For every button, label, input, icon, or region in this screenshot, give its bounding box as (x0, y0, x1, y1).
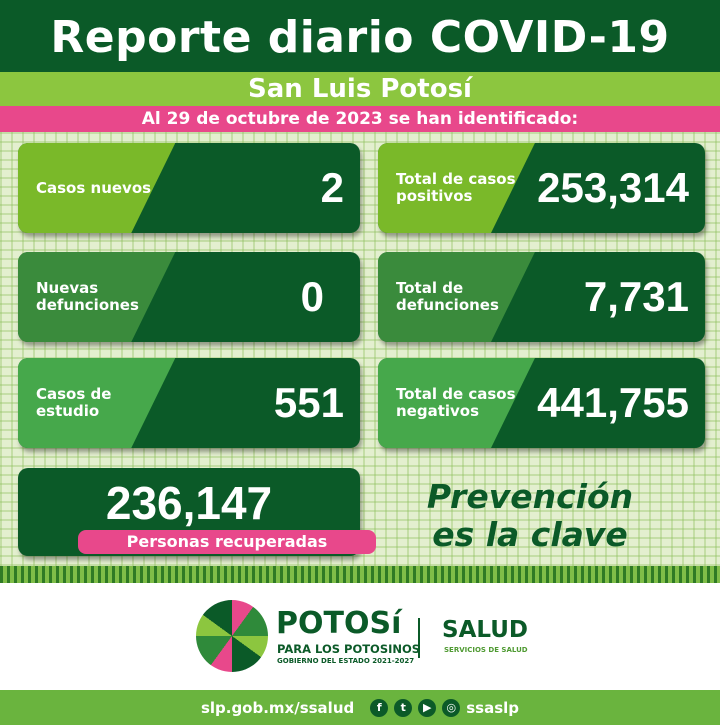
card-label: Total de casos negativos (378, 358, 535, 448)
facebook-icon[interactable]: f (370, 698, 389, 717)
card-label: Casos de estudio (18, 358, 176, 448)
report-title: Reporte diario COVID-19 (0, 0, 720, 72)
instagram-icon[interactable]: ◎ (442, 698, 461, 717)
salud-wordmark: SALUD (442, 617, 528, 643)
card-label: Casos nuevos (18, 143, 176, 233)
card-value: 551 (273, 379, 344, 426)
recovered-label: Personas recuperadas (78, 530, 376, 554)
slogan: Prevención es la clave (380, 478, 680, 554)
twitter-icon[interactable]: t (394, 698, 413, 717)
card-total-negative: Total de casos negativos 441,755 (378, 358, 705, 448)
card-label: Total de defunciones (378, 252, 535, 342)
card-label: Total de casos positivos (378, 143, 535, 233)
salud-tagline: SERVICIOS DE SALUD (444, 646, 528, 654)
card-study-cases: Casos de estudio 551 (18, 358, 360, 448)
footer: slp.gob.mx/ssalud f t ▶ ◎ ssaslp (0, 690, 720, 725)
date-line: Al 29 de octubre de 2023 se han identifi… (0, 106, 720, 132)
card-recovered: 236,147 Personas recuperadas (18, 468, 376, 556)
slogan-line: Prevención (426, 477, 634, 516)
card-value: 441,755 (537, 379, 689, 426)
slogan-line: es la clave (432, 515, 628, 554)
recovered-value: 236,147 (105, 477, 273, 529)
card-value: 253,314 (537, 164, 689, 211)
youtube-icon[interactable]: ▶ (418, 698, 437, 717)
social-handle[interactable]: ssaslp (466, 698, 520, 717)
card-value: 7,731 (583, 273, 689, 320)
card-total-deaths: Total de defunciones 7,731 (378, 252, 705, 342)
website-link[interactable]: slp.gob.mx/ssalud (200, 698, 355, 717)
logo-divider (418, 618, 420, 658)
government-line: GOBIERNO DEL ESTADO 2021-2027 (277, 657, 415, 665)
card-total-positive: Total de casos positivos 253,314 (378, 143, 705, 233)
card-value: 0 (300, 273, 324, 320)
potosi-wordmark: POTOSí (276, 606, 402, 641)
card-new-deaths: Nuevas defunciones 0 (18, 252, 360, 342)
card-new-cases: Casos nuevos 2 (18, 143, 360, 233)
card-label: Nuevas defunciones (18, 252, 176, 342)
state-name: San Luis Potosí (0, 72, 720, 106)
potosi-tagline: PARA LOS POTOSINOS (277, 642, 421, 656)
potosi-logo-icon (196, 600, 268, 672)
pattern-band (0, 566, 720, 583)
card-value: 2 (320, 164, 344, 211)
